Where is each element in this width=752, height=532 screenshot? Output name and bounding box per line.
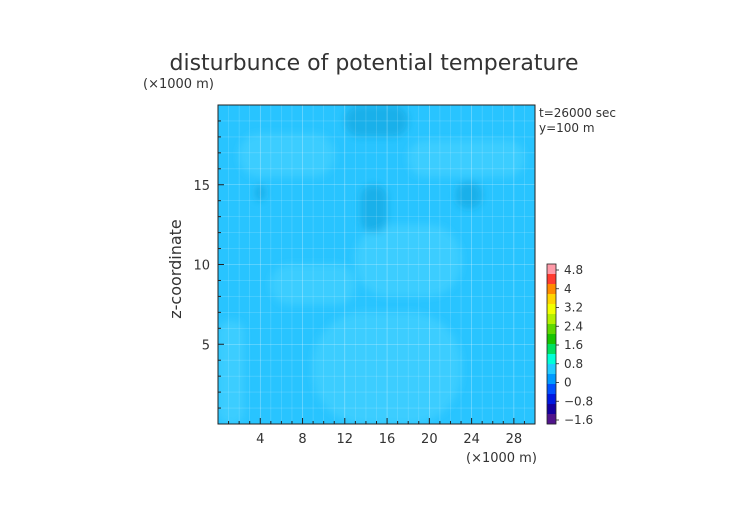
field-region-warm xyxy=(218,320,245,424)
field-region-warm xyxy=(239,133,335,177)
position-annotation: y=100 m xyxy=(539,121,595,135)
colorbar-swatch xyxy=(547,414,556,425)
x-axis: 4 8 12 16 20 24 28 xyxy=(228,418,525,447)
field-region-cool xyxy=(360,184,388,233)
x-tick-label: 28 xyxy=(506,432,523,447)
colorbar-swatch xyxy=(547,394,556,405)
colorbar-swatch xyxy=(547,374,556,385)
colorbar-swatch xyxy=(547,284,556,295)
colorbar-label: 0 xyxy=(564,376,572,390)
field-region-cool xyxy=(344,105,409,137)
x-tick-label: 4 xyxy=(256,432,264,447)
field-region-warm xyxy=(313,312,462,424)
colorbar-swatch xyxy=(547,384,556,395)
y-tick-label: 10 xyxy=(193,259,210,274)
grid-lines xyxy=(218,105,535,424)
field-region-warm xyxy=(270,264,356,305)
y-axis-label: z-coordinate xyxy=(166,219,185,319)
field-region-cool xyxy=(254,184,266,201)
colorbar-swatch xyxy=(547,364,556,375)
colorbar-swatch xyxy=(547,334,556,345)
colorbar-swatch xyxy=(547,294,556,305)
plot-area xyxy=(218,105,535,424)
chart-title: disturbunce of potential temperature xyxy=(170,51,579,76)
colorbar-label: 1.6 xyxy=(564,338,583,352)
colorbar-label: 4 xyxy=(564,282,572,296)
colorbar-label: −0.8 xyxy=(564,394,593,408)
field-region-warm xyxy=(355,224,462,297)
colorbar-swatch xyxy=(547,354,556,365)
colorbar-frame xyxy=(546,263,557,425)
colorbar-swatch xyxy=(547,314,556,325)
colorbar-swatch xyxy=(547,274,556,285)
colorbar-label: 4.8 xyxy=(564,263,583,277)
x-tick-label: 8 xyxy=(298,432,306,447)
time-annotation: t=26000 sec xyxy=(539,106,616,120)
field-region-warm xyxy=(408,140,525,177)
colorbar-label: −1.6 xyxy=(564,413,593,427)
colorbar-swatch xyxy=(547,324,556,335)
colorbar-label: 3.2 xyxy=(564,301,583,315)
field-region-cool xyxy=(455,181,483,209)
y-unit-label: (×1000 m) xyxy=(143,77,214,92)
colorbar-swatch xyxy=(547,264,556,275)
x-tick-label: 12 xyxy=(337,432,354,447)
y-axis: 5 10 15 xyxy=(193,120,224,409)
colorbar-swatch xyxy=(547,344,556,355)
x-tick-label: 20 xyxy=(421,432,438,447)
colorbar-label: 0.8 xyxy=(564,357,583,371)
x-unit-label: (×1000 m) xyxy=(466,451,537,466)
colorbar-swatch xyxy=(547,404,556,415)
y-tick-label: 15 xyxy=(193,179,210,194)
colorbar-label: 2.4 xyxy=(564,319,583,333)
y-tick-label: 5 xyxy=(202,338,210,353)
x-tick-label: 24 xyxy=(463,432,480,447)
colorbar: 4.8 4 3.2 2.4 1.6 0.8 0 −0.8 −1.6 xyxy=(546,263,593,427)
colorbar-swatch xyxy=(547,304,556,315)
x-tick-label: 16 xyxy=(379,432,396,447)
field-regions xyxy=(218,105,525,424)
